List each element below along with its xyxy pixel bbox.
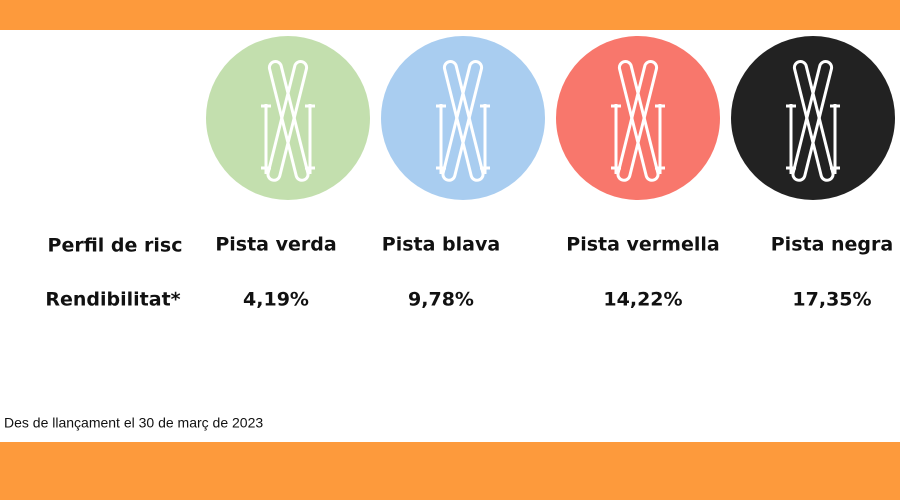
level-circle [731,36,895,200]
return-value: 9,78% [408,289,474,311]
level-circle [381,36,545,200]
footnote: Des de llançament el 30 de març de 2023 [4,415,263,431]
return-value: 17,35% [792,289,871,311]
column-label: Pista vermella [566,234,719,256]
row-header: Perfil de risc [48,235,183,257]
column-label: Pista blava [382,234,500,256]
column-label: Pista negra [771,234,893,256]
level-circle [556,36,720,200]
top-bar [0,0,900,30]
column-label: Pista verda [215,234,336,256]
return-value: 4,19% [243,289,309,311]
level-circle [206,36,370,200]
return-value: 14,22% [603,289,682,311]
bottom-bar [0,442,900,500]
row-header: Rendibilitat* [45,289,180,311]
